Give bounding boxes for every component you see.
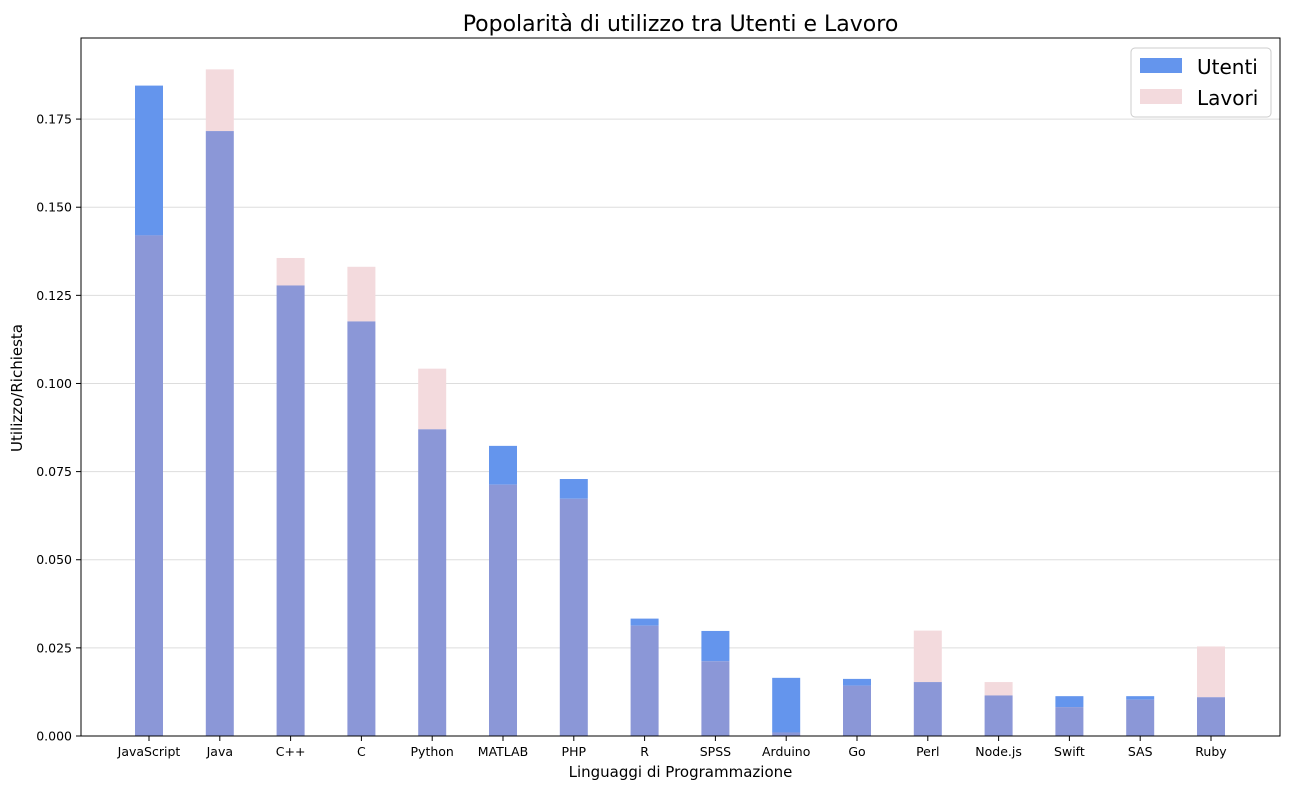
x-tick-label: Swift <box>1054 744 1085 759</box>
x-tick-label: Go <box>848 744 865 759</box>
bar-utenti-r <box>630 618 659 626</box>
bar-overlap-r <box>630 625 659 736</box>
bar-utenti-php <box>559 479 588 499</box>
bar-overlap-c <box>347 321 376 736</box>
bar-overlap-php <box>559 498 588 736</box>
x-tick-label: Perl <box>916 744 939 759</box>
y-tick-label: 0.175 <box>36 112 72 127</box>
x-tick-label: Ruby <box>1195 744 1227 759</box>
legend-swatch-utenti <box>1140 58 1182 73</box>
plot-frame <box>80 37 1281 737</box>
x-tick-label: SPSS <box>700 744 731 759</box>
bar-utenti-matlab <box>489 445 517 485</box>
y-tick-label: 0.150 <box>36 200 72 215</box>
chart-title: Popolarità di utilizzo tra Utenti e Lavo… <box>463 12 899 37</box>
x-axis-ticks: JavaScript Java C++ C Python MATLAB PHP R SPSS Ar… <box>117 736 1227 759</box>
bar-utenti-arduino <box>772 677 801 733</box>
bar-overlap-perl <box>913 682 942 736</box>
x-tick-label: Python <box>411 744 454 759</box>
bar-overlap-matlab <box>489 484 517 736</box>
bar-lavori-c <box>276 257 305 286</box>
bar-utenti-sas <box>1126 696 1155 700</box>
bar-lavori-nodejs <box>984 682 1013 696</box>
bar-overlap-spss <box>701 661 730 736</box>
legend-label-lavori: Lavori <box>1197 86 1258 110</box>
bar-utenti-spss <box>701 630 730 662</box>
y-tick-label: 0.025 <box>36 640 72 655</box>
bar-overlap-ruby <box>1197 697 1225 736</box>
bar-lavori-perl <box>913 630 942 683</box>
bar-lavori-ruby <box>1197 646 1225 698</box>
x-tick-label: SAS <box>1128 744 1153 759</box>
legend-label-utenti: Utenti <box>1197 55 1258 79</box>
x-tick-label: PHP <box>562 744 587 759</box>
x-axis-label: Linguaggi di Programmazione <box>569 763 793 781</box>
y-tick-label: 0.125 <box>36 288 72 303</box>
x-tick-label: JavaScript <box>117 744 181 759</box>
x-tick-label: MATLAB <box>478 744 528 759</box>
bar-overlap-arduino <box>772 732 801 736</box>
x-tick-label: C++ <box>276 744 306 759</box>
legend-swatch-lavori <box>1140 89 1182 104</box>
bar-utenti-go <box>843 678 871 686</box>
y-axis-ticks: 0.000 0.025 0.050 0.075 0.100 0.125 0.150 0.175 <box>36 112 81 744</box>
bar-lavori-java <box>205 69 234 132</box>
y-tick-label: 0.075 <box>36 464 72 479</box>
y-axis-label: Utilizzo/Richiesta <box>8 324 26 452</box>
bar-overlap-javascript <box>135 235 163 737</box>
bar-overlap-sas <box>1126 699 1155 736</box>
y-tick-label: 0.100 <box>36 376 72 391</box>
x-tick-label: Arduino <box>762 744 810 759</box>
bars <box>135 69 1225 737</box>
bar-overlap-go <box>843 685 871 736</box>
bar-lavori-c <box>347 266 376 322</box>
x-tick-label: C <box>357 744 366 759</box>
grid-lines <box>81 118 1280 649</box>
bar-lavori-python <box>418 368 447 430</box>
x-tick-label: R <box>640 744 649 759</box>
x-tick-label: Java <box>206 744 233 759</box>
bar-overlap-nodejs <box>984 695 1013 736</box>
bar-overlap-java <box>205 131 234 737</box>
bar-overlap-swift <box>1055 707 1084 736</box>
bar-overlap-c <box>276 285 305 736</box>
bar-overlap-python <box>418 429 447 736</box>
bar-utenti-swift <box>1055 696 1084 708</box>
y-tick-label: 0.050 <box>36 552 72 567</box>
legend: Utenti Lavori <box>1130 47 1272 118</box>
y-tick-label: 0.000 <box>36 729 72 744</box>
bar-utenti-javascript <box>135 85 163 236</box>
x-tick-label: Node.js <box>975 744 1022 759</box>
